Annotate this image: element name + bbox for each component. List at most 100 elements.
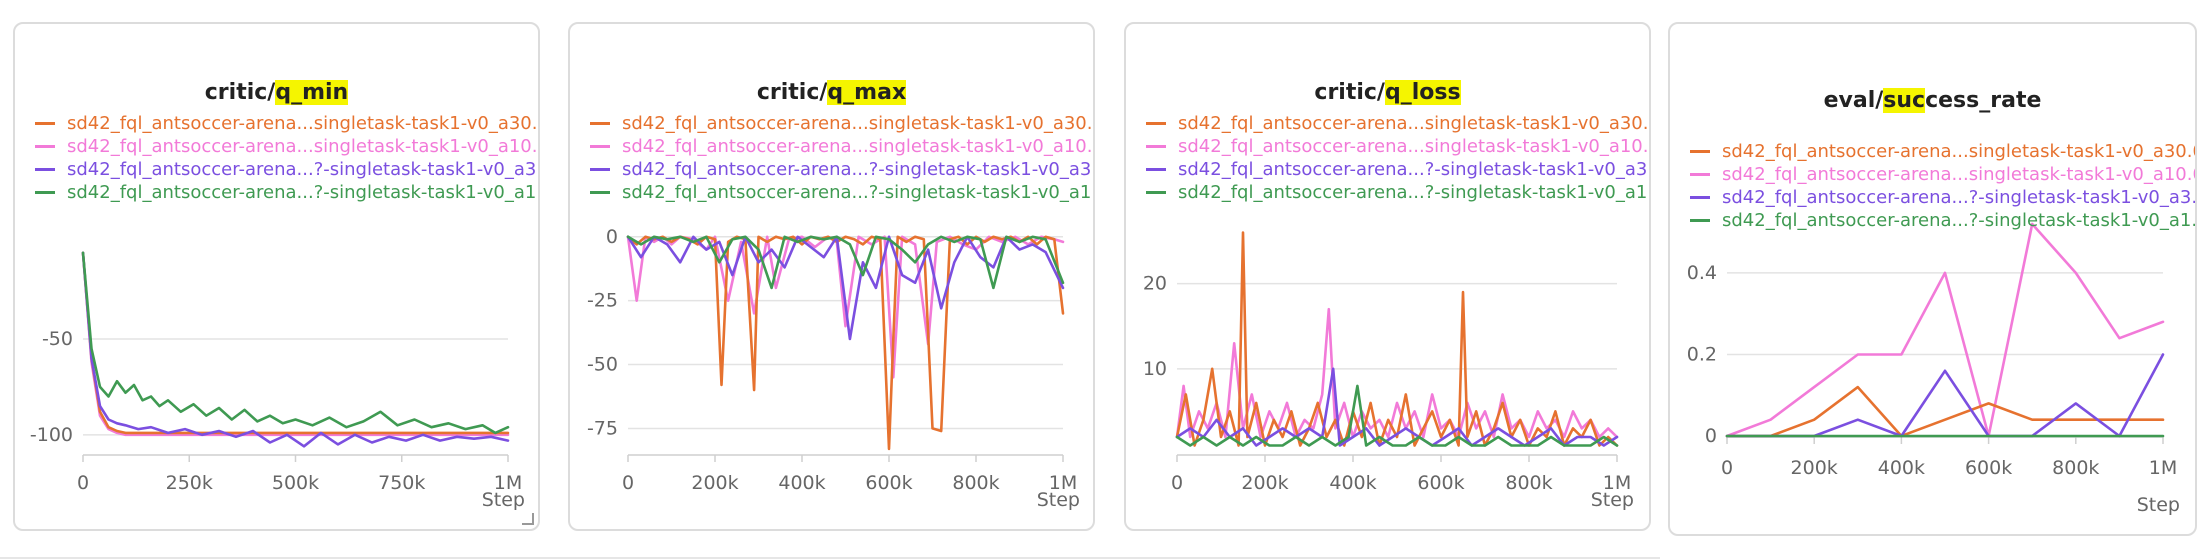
legend-run-suffix: ?-singletask-task1-v0_a1.0 bbox=[313, 182, 540, 203]
legend-run-prefix: sd42_fql_antsoccer-arena... bbox=[1178, 182, 1425, 203]
legend-entry[interactable]: sd42_fql_antsoccer-arena... ?-singletask-… bbox=[1690, 186, 2195, 209]
chart-title: critic/q_loss bbox=[1314, 80, 1461, 105]
x-tick-label: 200k bbox=[1241, 472, 1288, 494]
series-line-4[interactable] bbox=[81, 251, 510, 435]
series-line-1[interactable] bbox=[81, 251, 510, 435]
x-axis-title: Step bbox=[1591, 489, 1634, 511]
legend-entry[interactable]: sd42_fql_antsoccer-arena... ?-singletask-… bbox=[1146, 181, 1649, 204]
legend-run-suffix: singletask-task1-v0_a10.0 bbox=[313, 136, 540, 157]
legend-swatch bbox=[35, 145, 55, 148]
x-tick-label: 0 bbox=[1721, 457, 1733, 479]
legend-entry[interactable]: sd42_fql_antsoccer-arena... singletask-ta… bbox=[1690, 140, 2195, 163]
x-axis-title: Step bbox=[482, 489, 525, 511]
legend-swatch bbox=[1690, 173, 1710, 176]
x-axis-title: Step bbox=[2137, 494, 2180, 516]
series-line-2[interactable] bbox=[81, 251, 510, 437]
legend-run-prefix: sd42_fql_antsoccer-arena... bbox=[622, 136, 869, 157]
legend-entry[interactable]: sd42_fql_antsoccer-arena... singletask-ta… bbox=[590, 135, 1093, 158]
legend-entry[interactable]: sd42_fql_antsoccer-arena... ?-singletask-… bbox=[1690, 209, 2195, 232]
x-tick-label: 600k bbox=[865, 472, 912, 494]
legend-swatch bbox=[35, 191, 55, 194]
y-tick-label: 0.4 bbox=[1687, 262, 1717, 284]
chart-legend: sd42_fql_antsoccer-arena... singletask-ta… bbox=[1690, 140, 2195, 232]
y-tick-label: 0.2 bbox=[1687, 343, 1717, 365]
legend-run-prefix: sd42_fql_antsoccer-arena... bbox=[1722, 141, 1969, 162]
legend-entry[interactable]: sd42_fql_antsoccer-arena... ?-singletask-… bbox=[590, 181, 1093, 204]
x-tick-label: 600k bbox=[1965, 457, 2012, 479]
legend-run-suffix: singletask-task1-v0_a30.0 bbox=[313, 113, 540, 134]
x-tick-label: 1M bbox=[494, 472, 522, 494]
legend-entry[interactable]: sd42_fql_antsoccer-arena... ?-singletask-… bbox=[35, 158, 538, 181]
legend-run-suffix: ?-singletask-task1-v0_a1.0 bbox=[1968, 210, 2197, 231]
legend-run-suffix: singletask-task1-v0_a10.0 bbox=[868, 136, 1095, 157]
resize-handle[interactable] bbox=[522, 513, 534, 525]
series-line-3[interactable] bbox=[1725, 353, 2165, 438]
legend-entry[interactable]: sd42_fql_antsoccer-arena... singletask-ta… bbox=[35, 135, 538, 158]
x-tick-label: 0 bbox=[1171, 472, 1183, 494]
x-tick-label: 1M bbox=[1049, 472, 1077, 494]
legend-swatch bbox=[590, 122, 610, 125]
legend-run-suffix: singletask-task1-v0_a10.0 bbox=[1968, 164, 2197, 185]
chart-title: eval/success_rate bbox=[1823, 88, 2042, 113]
x-tick-label: 0 bbox=[622, 472, 634, 494]
legend-run-prefix: sd42_fql_antsoccer-arena... bbox=[67, 159, 314, 180]
legend-entry[interactable]: sd42_fql_antsoccer-arena... ?-singletask-… bbox=[1146, 158, 1649, 181]
legend-swatch bbox=[590, 168, 610, 171]
x-tick-label: 800k bbox=[2052, 457, 2099, 479]
legend-run-prefix: sd42_fql_antsoccer-arena... bbox=[1722, 164, 1969, 185]
legend-run-prefix: sd42_fql_antsoccer-arena... bbox=[622, 182, 869, 203]
chart-panel-q-min[interactable]: -50 -100 0 250k 500k 750k 1M Step critic/q_min … bbox=[13, 22, 540, 531]
legend-swatch bbox=[1146, 145, 1166, 148]
line-chart[interactable]: 0 0.2 0.4 0 200k 400k 600k 800k 1M Step bbox=[1670, 24, 2197, 536]
legend-run-prefix: sd42_fql_antsoccer-arena... bbox=[622, 159, 869, 180]
series-line-1[interactable] bbox=[1175, 231, 1619, 447]
series-line-2[interactable] bbox=[1175, 307, 1619, 439]
chart-legend: sd42_fql_antsoccer-arena... singletask-ta… bbox=[1146, 112, 1649, 204]
legend-run-prefix: sd42_fql_antsoccer-arena... bbox=[1178, 159, 1425, 180]
series-line-4[interactable] bbox=[626, 235, 1065, 290]
x-tick-label: 1M bbox=[1603, 472, 1631, 494]
x-tick-label: 1M bbox=[2149, 457, 2177, 479]
y-tick-label: 0 bbox=[606, 226, 618, 248]
series-line-4[interactable] bbox=[1175, 384, 1619, 447]
chart-panel-q-max[interactable]: 0 -25 -50 -75 0 200k 400k 600k 800k 1M Step critic… bbox=[568, 22, 1095, 531]
x-tick-label: 200k bbox=[1791, 457, 1838, 479]
x-tick-label: 750k bbox=[378, 472, 425, 494]
legend-swatch bbox=[1146, 168, 1166, 171]
series-line-2[interactable] bbox=[1725, 222, 2165, 438]
y-tick-label: -100 bbox=[30, 424, 73, 446]
legend-swatch bbox=[1690, 196, 1710, 199]
legend-entry[interactable]: sd42_fql_antsoccer-arena... singletask-ta… bbox=[1690, 163, 2195, 186]
x-tick-label: 250k bbox=[166, 472, 213, 494]
x-tick-label: 400k bbox=[1329, 472, 1376, 494]
legend-run-prefix: sd42_fql_antsoccer-arena... bbox=[67, 113, 314, 134]
legend-entry[interactable]: sd42_fql_antsoccer-arena... singletask-ta… bbox=[35, 112, 538, 135]
chart-panel-success-rate[interactable]: 0 0.2 0.4 0 200k 400k 600k 800k 1M Step eval/succ… bbox=[1668, 22, 2197, 536]
y-tick-label: 20 bbox=[1143, 273, 1167, 295]
y-tick-label: -75 bbox=[587, 417, 618, 439]
legend-run-prefix: sd42_fql_antsoccer-arena... bbox=[1722, 187, 1969, 208]
series-line-3[interactable] bbox=[81, 251, 510, 448]
legend-swatch bbox=[1690, 150, 1710, 153]
legend-swatch bbox=[35, 122, 55, 125]
legend-entry[interactable]: sd42_fql_antsoccer-arena... singletask-ta… bbox=[590, 112, 1093, 135]
legend-run-suffix: singletask-task1-v0_a10.0 bbox=[1424, 136, 1651, 157]
legend-entry[interactable]: sd42_fql_antsoccer-arena... singletask-ta… bbox=[1146, 112, 1649, 135]
legend-run-suffix: singletask-task1-v0_a30.0 bbox=[1968, 141, 2197, 162]
chart-panel-q-loss[interactable]: 10 20 0 200k 400k 600k 800k 1M Step critic/q_los… bbox=[1124, 22, 1651, 531]
x-tick-label: 0 bbox=[77, 472, 89, 494]
legend-entry[interactable]: sd42_fql_antsoccer-arena... ?-singletask-… bbox=[35, 181, 538, 204]
legend-entry[interactable]: sd42_fql_antsoccer-arena... ?-singletask-… bbox=[590, 158, 1093, 181]
legend-entry[interactable]: sd42_fql_antsoccer-arena... singletask-ta… bbox=[1146, 135, 1649, 158]
legend-swatch bbox=[590, 145, 610, 148]
legend-run-suffix: ?-singletask-task1-v0_a3.0 bbox=[1968, 187, 2197, 208]
legend-run-suffix: ?-singletask-task1-v0_a1.0 bbox=[868, 182, 1095, 203]
x-tick-label: 400k bbox=[778, 472, 825, 494]
legend-run-prefix: sd42_fql_antsoccer-arena... bbox=[622, 113, 869, 134]
y-tick-label: -25 bbox=[587, 290, 618, 312]
series-line-1[interactable] bbox=[1725, 385, 2165, 438]
x-tick-label: 800k bbox=[952, 472, 999, 494]
